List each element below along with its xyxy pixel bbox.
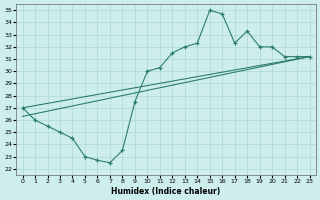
X-axis label: Humidex (Indice chaleur): Humidex (Indice chaleur) [111,187,221,196]
